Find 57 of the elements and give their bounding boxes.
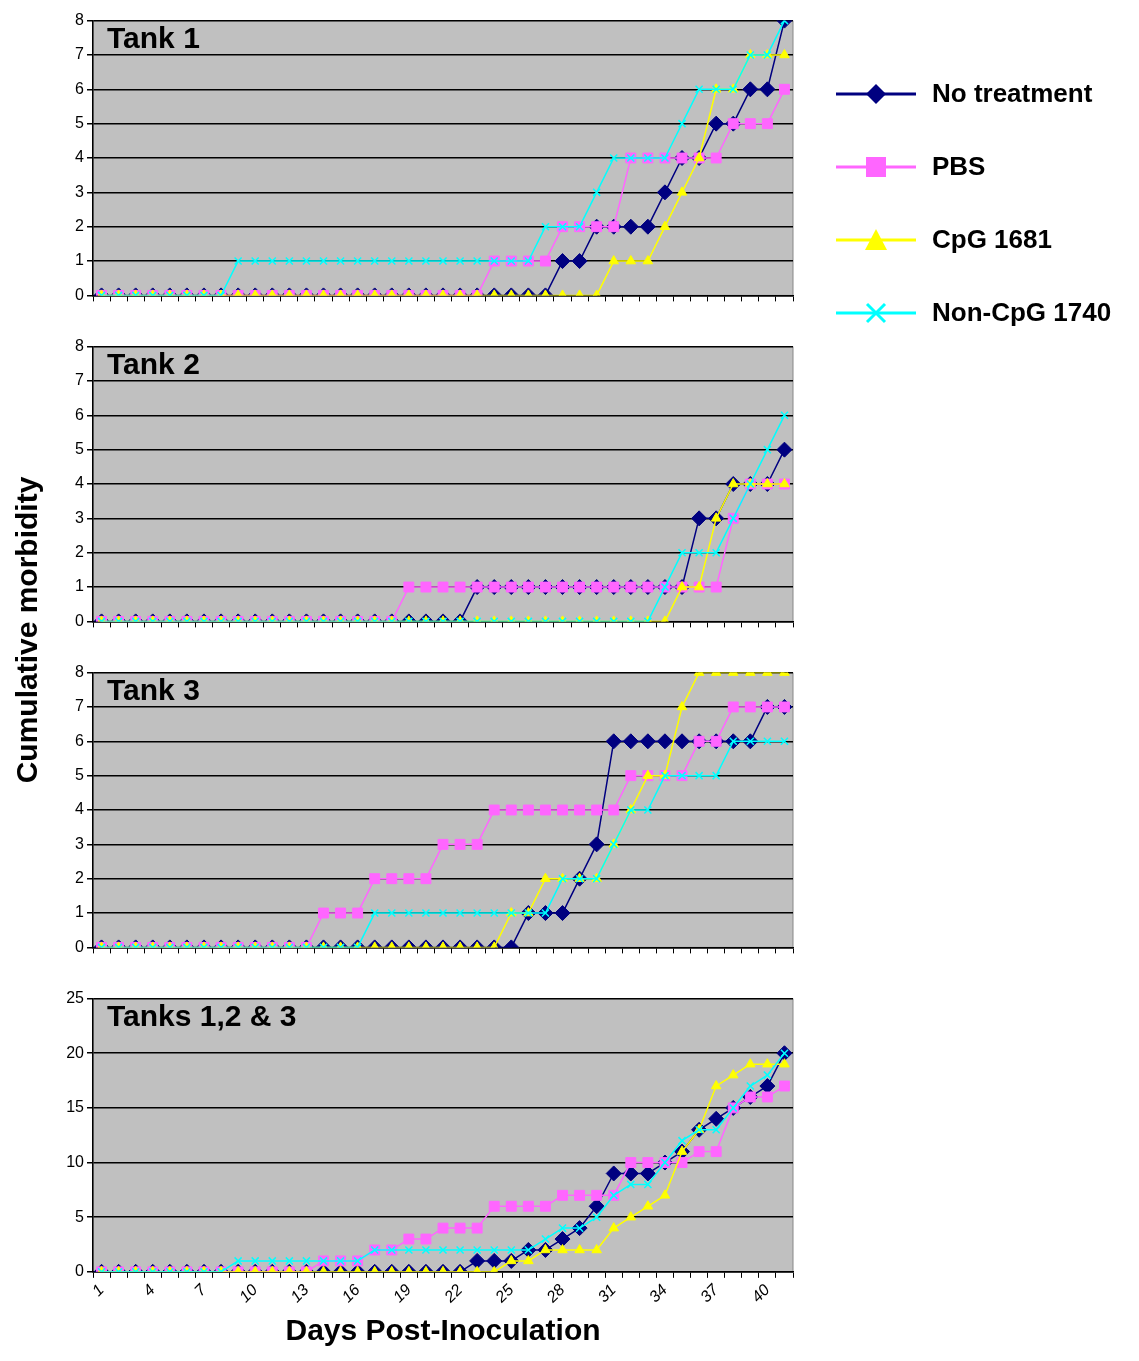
y-tick-label: 0 xyxy=(75,611,85,629)
y-tick-label: 3 xyxy=(75,182,85,200)
y-tick-label: 15 xyxy=(66,1098,85,1116)
y-tick-label: 1 xyxy=(75,903,85,921)
y-tick-label: 3 xyxy=(75,834,85,852)
y-tick-label: 1 xyxy=(75,577,85,595)
y-tick-label: 5 xyxy=(75,114,85,132)
x-tick-label: 13 xyxy=(287,1280,312,1306)
x-tick-label: 19 xyxy=(389,1280,415,1306)
y-tick-label: 25 xyxy=(66,989,85,1007)
y-tick-label: 7 xyxy=(75,371,85,389)
y-tick-label: 5 xyxy=(75,1207,85,1225)
y-tick-label: 2 xyxy=(75,869,85,887)
y-tick-label: 0 xyxy=(75,937,85,955)
y-tick-label: 8 xyxy=(75,11,85,29)
x-tick-label: 25 xyxy=(491,1280,517,1307)
y-tick-label: 4 xyxy=(75,474,85,492)
y-tick-label: 0 xyxy=(75,1262,85,1280)
chart-title: Tanks 1,2 & 3 xyxy=(107,999,297,1032)
y-tick-label: 4 xyxy=(75,800,85,818)
y-tick-label: 7 xyxy=(75,697,85,715)
legend-label: Non-CpG 1740 xyxy=(932,297,1112,328)
y-tick-label: 3 xyxy=(75,508,85,526)
x-tick-label: 1 xyxy=(88,1280,107,1300)
y-tick-label: 8 xyxy=(75,337,85,355)
x-tick-label: 28 xyxy=(542,1280,568,1307)
x-tick-label: 34 xyxy=(645,1280,671,1306)
y-axis-title: Cumulative morbidity xyxy=(9,475,44,786)
y-tick-label: 6 xyxy=(75,79,85,97)
x-tick-label: 16 xyxy=(338,1280,363,1306)
y-tick-label: 1 xyxy=(75,251,85,269)
legend-label: CpG 1681 xyxy=(932,224,1052,255)
y-tick-label: 7 xyxy=(75,45,85,63)
x-tick-label: 31 xyxy=(594,1280,619,1306)
x-tick-label: 10 xyxy=(235,1280,261,1306)
y-tick-label: 5 xyxy=(75,440,85,458)
y-tick-label: 6 xyxy=(75,731,85,749)
y-tick-label: 2 xyxy=(75,217,85,235)
chart-title: Tank 1 xyxy=(107,21,200,54)
y-tick-label: 5 xyxy=(75,766,85,784)
y-tick-label: 8 xyxy=(75,663,85,681)
x-tick-label: 4 xyxy=(139,1280,159,1300)
y-tick-label: 6 xyxy=(75,405,85,423)
y-tick-label: 2 xyxy=(75,543,85,561)
legend-label: PBS xyxy=(932,151,986,182)
x-tick-label: 40 xyxy=(748,1280,773,1306)
y-tick-label: 0 xyxy=(75,285,85,303)
x-axis-title: Days Post-Inoculation xyxy=(285,1313,601,1347)
y-tick-label: 20 xyxy=(66,1043,85,1061)
legend-label: No treatment xyxy=(932,78,1093,109)
chart-title: Tank 3 xyxy=(107,673,200,706)
y-tick-label: 4 xyxy=(75,148,85,166)
x-tick-label: 7 xyxy=(190,1280,211,1300)
x-tick-label: 22 xyxy=(440,1280,466,1307)
y-tick-label: 10 xyxy=(66,1152,85,1170)
chart-title: Tank 2 xyxy=(107,347,200,380)
x-tick-label: 37 xyxy=(696,1280,723,1306)
